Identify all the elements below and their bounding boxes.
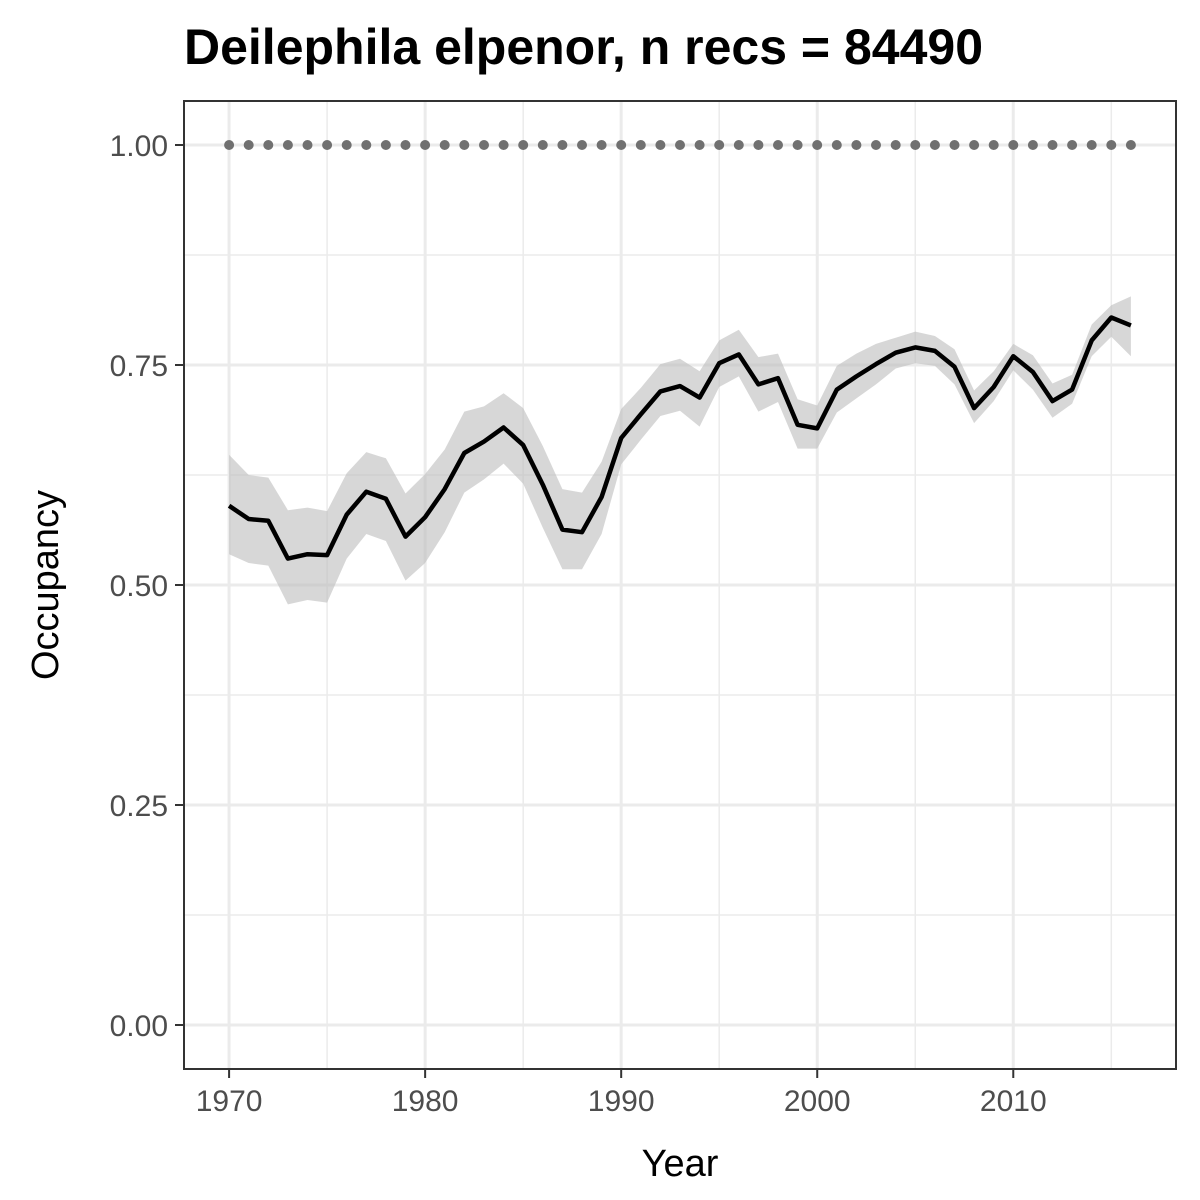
reference-point	[1008, 140, 1019, 150]
reference-point	[694, 140, 705, 150]
reference-point	[439, 140, 450, 150]
reference-point	[733, 140, 744, 150]
reference-point	[1086, 140, 1097, 150]
x-tick-label: 1990	[588, 1085, 655, 1118]
reference-point	[1027, 140, 1038, 150]
reference-point	[969, 140, 980, 150]
reference-point	[518, 140, 529, 150]
confidence-ribbon-layer	[229, 296, 1131, 605]
reference-point	[498, 140, 509, 150]
chart-title: Deilephila elpenor, n recs = 84490	[184, 19, 983, 75]
y-axis-title: Occupancy	[25, 490, 67, 680]
reference-point	[949, 140, 960, 150]
reference-point	[792, 140, 803, 150]
reference-point	[1067, 140, 1078, 150]
reference-point	[851, 140, 862, 150]
reference-point	[871, 140, 881, 150]
reference-point	[380, 140, 391, 150]
occupancy-line-layer	[227, 315, 1132, 561]
reference-point	[753, 140, 764, 150]
reference-point	[341, 140, 352, 150]
reference-point	[400, 140, 411, 150]
reference-point	[479, 140, 489, 150]
reference-point	[910, 140, 921, 150]
reference-point	[616, 140, 627, 150]
x-tick-label: 2000	[784, 1085, 851, 1118]
occupancy-line	[227, 315, 1132, 561]
x-tick-label: 2010	[980, 1085, 1047, 1118]
reference-point	[714, 140, 725, 150]
reference-point	[831, 140, 842, 150]
reference-point	[773, 140, 783, 150]
x-tick-label: 1970	[196, 1085, 263, 1118]
y-tick-label: 0.25	[110, 790, 168, 823]
x-axis-title: Year	[642, 1143, 719, 1185]
reference-point	[243, 140, 254, 150]
x-tick-label: 1980	[392, 1085, 459, 1118]
x-axis: 1970 1980 1990 2000 2010	[196, 1069, 1047, 1118]
reference-point	[675, 140, 685, 150]
reference-point	[890, 140, 901, 150]
reference-point	[361, 140, 372, 150]
y-tick-label: 1.00	[110, 130, 168, 163]
reference-point	[302, 140, 313, 150]
reference-point	[459, 140, 470, 150]
reference-point	[1125, 140, 1136, 150]
y-axis: 0.00 0.25 0.50 0.75 1.00	[110, 130, 184, 1043]
reference-point	[224, 140, 235, 150]
reference-point	[420, 140, 431, 150]
y-tick-label: 0.00	[110, 1010, 168, 1043]
reference-point	[322, 140, 333, 150]
y-tick-label: 0.50	[110, 570, 168, 603]
reference-point	[577, 140, 587, 150]
reference-point	[812, 140, 823, 150]
reference-point	[655, 140, 666, 150]
reference-point	[1047, 140, 1058, 150]
reference-point	[929, 140, 940, 150]
reference-point	[263, 140, 274, 150]
y-tick-label: 0.75	[110, 350, 168, 383]
reference-point	[1106, 140, 1117, 150]
reference-point	[988, 140, 999, 150]
reference-point	[635, 140, 646, 150]
reference-point	[537, 140, 548, 150]
reference-point	[282, 140, 293, 150]
reference-point	[596, 140, 607, 150]
reference-points-layer	[224, 140, 1136, 150]
reference-point	[557, 140, 568, 150]
confidence-ribbon	[229, 296, 1131, 605]
